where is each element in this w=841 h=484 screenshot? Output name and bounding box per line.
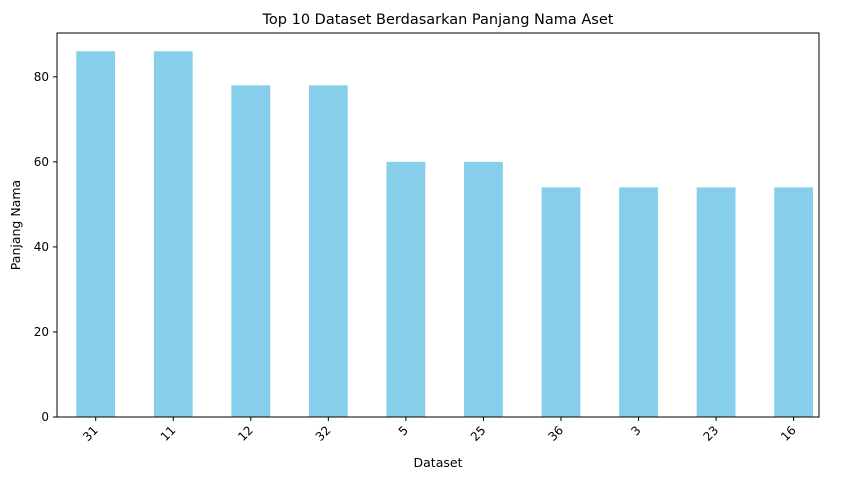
x-tick-label: 31	[80, 423, 101, 444]
x-tick-label: 23	[701, 423, 722, 444]
x-tick-label: 25	[468, 423, 489, 444]
x-tick-label: 16	[778, 423, 799, 444]
bars-layer	[76, 51, 814, 417]
x-tick-label: 36	[545, 423, 566, 444]
bar-5	[386, 161, 426, 417]
y-tick-label: 40	[34, 240, 49, 254]
chart-title: Top 10 Dataset Berdasarkan Panjang Nama …	[262, 12, 614, 28]
x-tick-label: 32	[313, 423, 334, 444]
y-tick-label: 0	[41, 410, 49, 424]
x-tick-label: 11	[158, 423, 179, 444]
x-axis-title: Dataset	[414, 455, 463, 470]
bar-36	[541, 187, 581, 417]
bar-32	[308, 85, 348, 417]
y-tick-label: 20	[34, 325, 49, 339]
x-tick-label: 3	[628, 423, 643, 438]
plot-frame	[56, 32, 820, 418]
x-tick-label: 12	[235, 423, 256, 444]
bar-23	[696, 187, 736, 417]
bar-25	[464, 161, 503, 417]
y-tick-label: 80	[34, 70, 49, 84]
y-axis-title: Panjang Nama	[8, 180, 23, 270]
bar-31	[76, 51, 116, 417]
y-tick-label: 60	[34, 155, 49, 169]
bar-16	[774, 187, 814, 417]
y-axis: 0 20 40 60 80	[34, 70, 57, 424]
bar-3	[619, 187, 658, 417]
bar-11	[153, 51, 193, 417]
x-tick-label: 5	[396, 423, 411, 438]
x-axis: 31 11 12 32 5 25 36 3 23 16	[80, 417, 799, 444]
bar-12	[231, 85, 271, 417]
